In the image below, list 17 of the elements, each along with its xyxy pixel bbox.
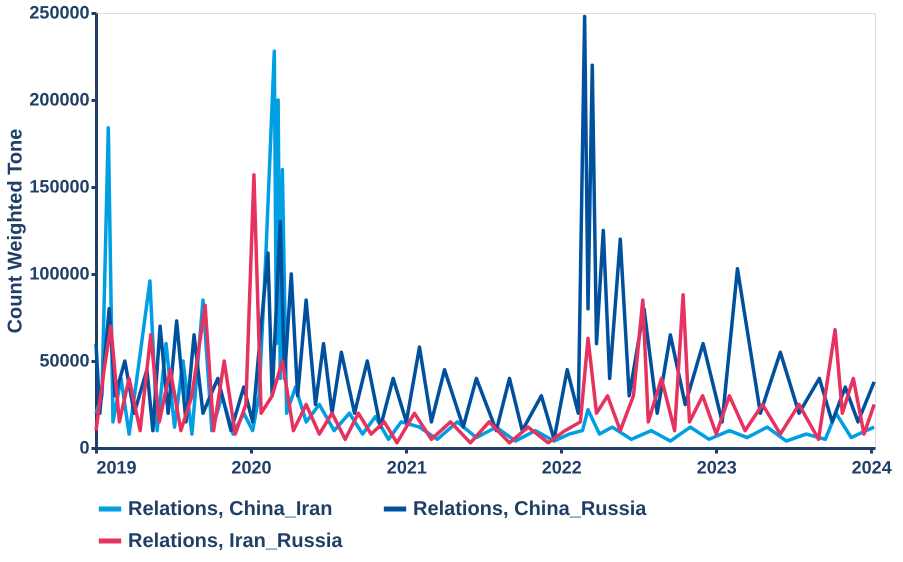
x-tick-label: 2020: [231, 458, 272, 478]
line-series: [94, 173, 876, 445]
y-axis-title: Count Weighted Tone: [4, 128, 26, 334]
x-tick-label: 2021: [386, 458, 427, 478]
x-tick-label: 2019: [96, 458, 137, 478]
y-tick-label: 100000: [29, 264, 90, 284]
y-tick-label: 150000: [29, 176, 90, 196]
y-tick-label: 0: [79, 438, 90, 458]
legend-label: Relations, Iran_Russia: [128, 530, 344, 552]
y-tick-label: 50000: [39, 350, 90, 370]
x-tick-label: 2023: [696, 458, 737, 478]
x-tick-label: 2022: [542, 458, 582, 478]
y-tick-label: 200000: [29, 90, 90, 110]
y-tick-label: 250000: [29, 2, 90, 22]
legend-label: Relations, China_Russia: [413, 498, 648, 520]
x-tick-label: 2024: [852, 458, 892, 478]
legend-label: Relations, China_Iran: [128, 498, 332, 520]
